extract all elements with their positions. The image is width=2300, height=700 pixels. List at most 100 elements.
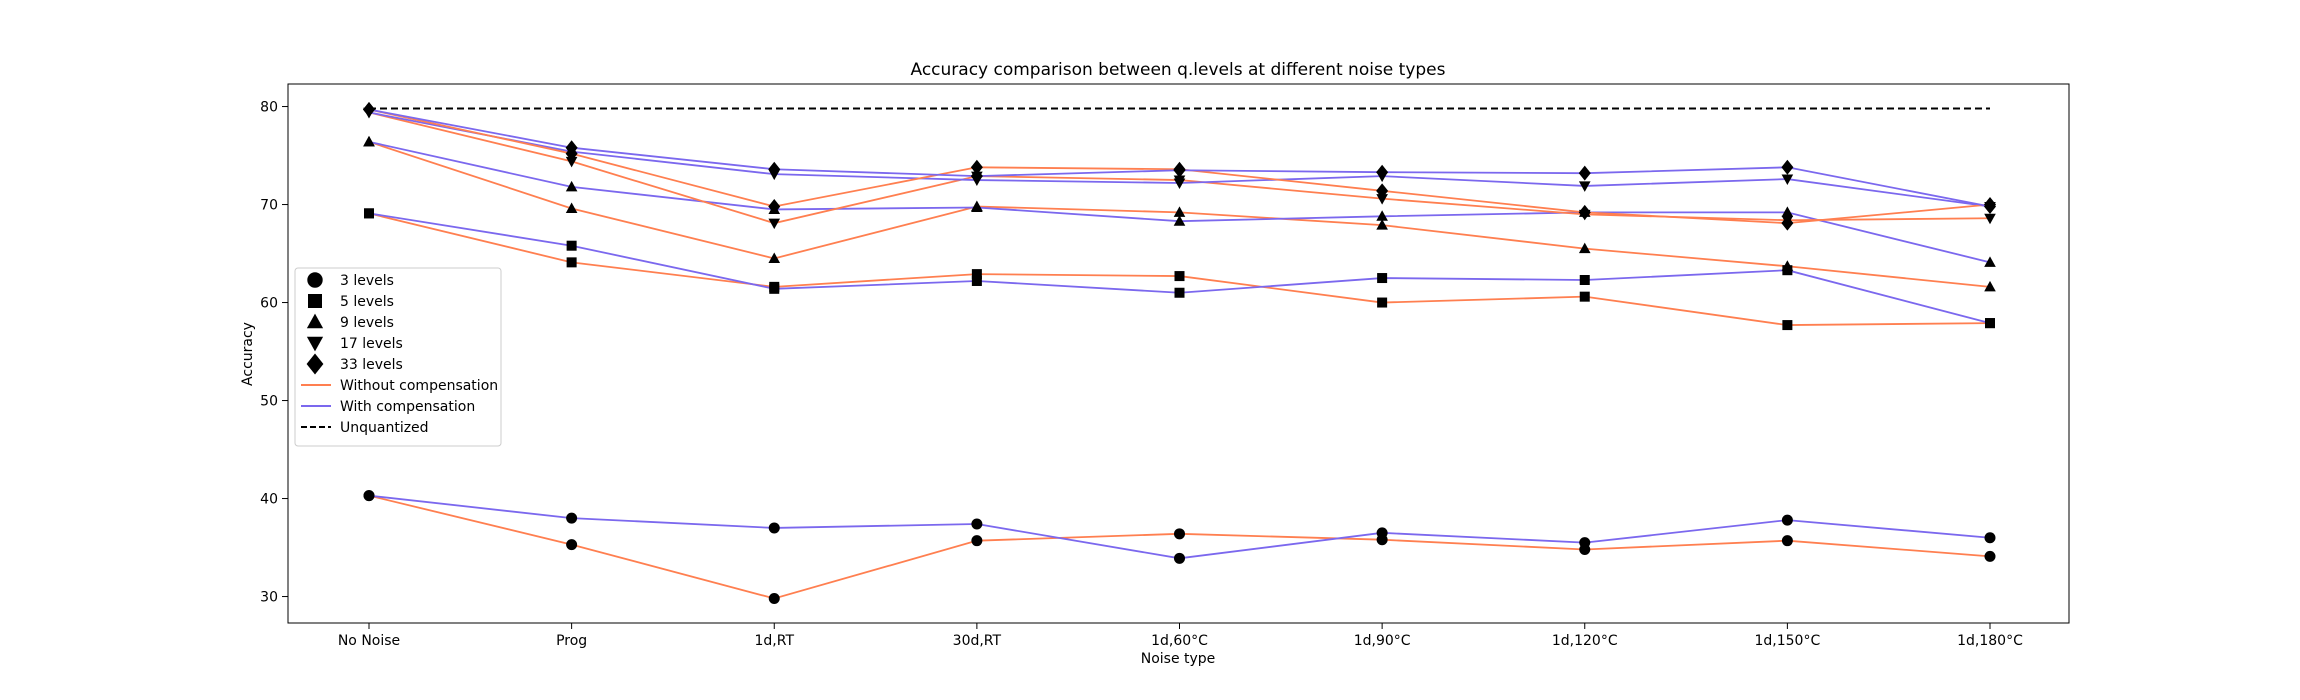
series-3-point-4 xyxy=(1174,287,1185,298)
series-6-point-5 xyxy=(1376,194,1388,205)
series-9-point-5 xyxy=(1376,164,1389,180)
series-4-point-1 xyxy=(565,202,578,213)
plot-area xyxy=(363,101,1996,604)
series-3-point-2 xyxy=(769,283,780,294)
series-1-point-5 xyxy=(1376,527,1388,539)
series-5-point-0 xyxy=(363,135,375,147)
legend-marker-0 xyxy=(307,272,323,288)
series-5-point-7 xyxy=(1781,206,1794,217)
series-5-point-5 xyxy=(1376,210,1388,221)
x-tick-label-2: 1d,RT xyxy=(754,633,794,649)
series-0-point-2 xyxy=(768,593,780,604)
series-3-point-3 xyxy=(971,275,982,286)
series-7-point-4 xyxy=(1173,178,1186,189)
series-4-point-8 xyxy=(1984,280,1996,292)
series-6-point-8 xyxy=(1984,213,1996,225)
series-line-0 xyxy=(368,494,1991,600)
series-7-point-6 xyxy=(1578,181,1591,192)
series-1-point-8 xyxy=(1984,532,1996,544)
series-9-point-3 xyxy=(970,168,983,184)
series-1-point-0 xyxy=(363,490,375,502)
series-6-point-2 xyxy=(768,218,781,230)
y-tick-label-0: 30 xyxy=(260,590,278,606)
series-8-point-3 xyxy=(970,159,983,175)
series-8-point-7 xyxy=(1781,215,1794,231)
series-line-7 xyxy=(368,111,1991,208)
y-tick-label-1: 40 xyxy=(260,492,278,508)
series-6-point-1 xyxy=(565,156,578,168)
legend-label-diamond: 33 levels xyxy=(340,357,403,373)
y-tick-label-3: 60 xyxy=(260,296,278,312)
series-9-point-8 xyxy=(1984,199,1996,214)
x-tick-label-3: 30d,RT xyxy=(953,633,1002,649)
legend-label-unquantized: Unquantized xyxy=(340,420,429,436)
series-1-point-2 xyxy=(768,522,780,534)
series-1-point-7 xyxy=(1781,514,1793,526)
series-3-point-5 xyxy=(1377,273,1388,284)
legend-label-triangle-up: 9 levels xyxy=(340,315,394,331)
series-1-point-1 xyxy=(566,512,578,524)
series-2-point-5 xyxy=(1377,297,1388,308)
x-tick-label-7: 1d,150°C xyxy=(1755,633,1821,649)
x-tick-label-5: 1d,90°C xyxy=(1354,633,1411,649)
series-0-point-4 xyxy=(1174,528,1185,540)
y-tick-label-5: 80 xyxy=(260,100,278,116)
series-line-2 xyxy=(368,212,1991,326)
series-1-point-4 xyxy=(1174,552,1185,564)
series-3-point-8 xyxy=(1985,318,1995,329)
series-7-point-7 xyxy=(1781,174,1794,186)
plot-frame xyxy=(287,83,2070,624)
series-3-point-6 xyxy=(1579,275,1590,285)
series-2-point-1 xyxy=(566,257,577,268)
series-1-point-3 xyxy=(971,518,983,530)
y-axis-label: Accuracy xyxy=(240,322,256,386)
series-line-1 xyxy=(368,494,1991,560)
series-3-point-0 xyxy=(364,208,374,219)
series-0-point-8 xyxy=(1984,550,1996,562)
series-8-point-6 xyxy=(1578,204,1591,220)
series-4-point-4 xyxy=(1173,206,1186,217)
x-tick-label-1: Prog xyxy=(556,633,587,649)
legend-label-triangle-down: 17 levels xyxy=(340,336,403,352)
series-4-point-2 xyxy=(768,252,781,263)
x-tick-label-4: 1d,60°C xyxy=(1151,633,1208,649)
series-9-point-1 xyxy=(565,140,578,156)
series-8-point-5 xyxy=(1376,183,1389,199)
legend-marker-3 xyxy=(306,336,324,352)
series-2-point-3 xyxy=(971,269,982,280)
legend-box xyxy=(294,267,502,447)
y-tick-label-4: 70 xyxy=(260,198,278,214)
x-tick-label-8: 1d,180°C xyxy=(1957,633,2023,649)
chart-title: Accuracy comparison between q.levels at … xyxy=(910,60,1445,80)
series-8-point-2 xyxy=(768,199,781,214)
x-tick-label-0: No Noise xyxy=(338,633,400,649)
series-line-3 xyxy=(368,212,1991,324)
legend-label-with: With compensation xyxy=(340,399,475,415)
legend-label-square: 5 levels xyxy=(340,294,394,310)
series-2-point-4 xyxy=(1174,271,1185,282)
series-5-point-1 xyxy=(565,180,578,192)
legend-marker-2 xyxy=(306,313,324,329)
series-0-point-1 xyxy=(566,539,578,551)
series-3-point-1 xyxy=(566,240,577,251)
series-9-point-7 xyxy=(1781,159,1794,175)
series-5-point-8 xyxy=(1984,256,1996,267)
series-4-point-5 xyxy=(1376,219,1388,230)
series-0-point-3 xyxy=(971,535,983,547)
series-line-5 xyxy=(368,140,1991,264)
y-axis: 30 40 50 60 70 80 xyxy=(260,100,288,606)
series-2-point-6 xyxy=(1579,291,1590,302)
series-9-point-6 xyxy=(1578,165,1591,181)
legend-label-circle: 3 levels xyxy=(340,273,394,289)
x-tick-label-6: 1d,120°C xyxy=(1552,633,1618,649)
series-5-point-3 xyxy=(971,201,983,212)
series-9-point-0 xyxy=(363,101,375,117)
series-4-point-7 xyxy=(1781,260,1794,271)
series-1-point-6 xyxy=(1579,537,1591,549)
series-4-point-6 xyxy=(1578,242,1591,254)
series-9-point-2 xyxy=(768,161,781,177)
legend-marker-4 xyxy=(306,353,324,375)
legend-marker-1 xyxy=(308,294,322,308)
series-9-point-4 xyxy=(1173,162,1186,178)
